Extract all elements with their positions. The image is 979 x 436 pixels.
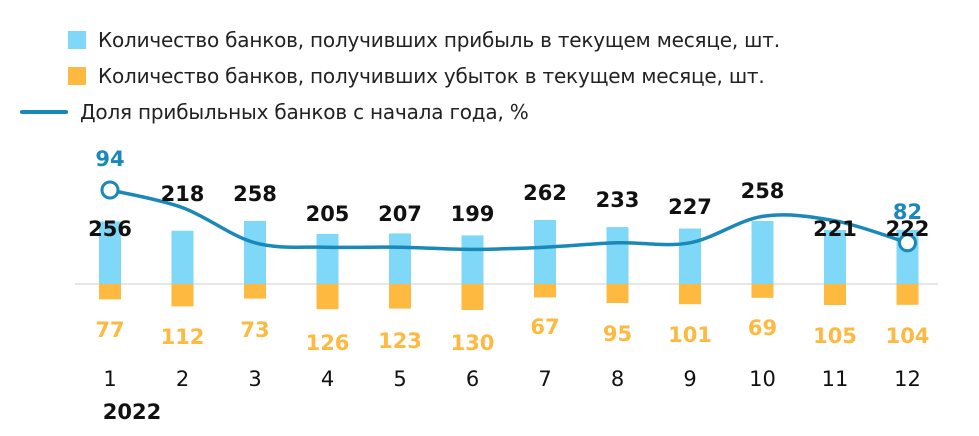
profit-label-3: 258	[233, 182, 277, 206]
legend-item-share: Доля прибыльных банков с начала года, %	[20, 94, 780, 130]
share-line	[108, 188, 910, 252]
profit-label-1: 256	[88, 217, 132, 241]
profit-label-9: 227	[668, 195, 712, 219]
profit-label-5: 207	[378, 202, 422, 226]
profit-bar-9	[679, 228, 701, 284]
legend-label-profit: Количество банков, получивших прибыль в …	[98, 28, 780, 52]
loss-label-7: 67	[530, 315, 559, 339]
profit-label-6: 199	[451, 202, 495, 226]
loss-bar-8	[606, 284, 629, 303]
profit-label-4: 205	[306, 202, 350, 226]
x-tick-1: 1	[103, 367, 116, 391]
loss-bar-6	[461, 284, 484, 310]
loss-bar-7	[534, 284, 556, 298]
loss-label-11: 105	[813, 324, 857, 348]
legend-item-loss: Количество банков, получивших убыток в т…	[20, 58, 780, 94]
loss-label-2: 112	[161, 325, 205, 349]
loss-label-10: 69	[748, 316, 777, 340]
profit-bar-7	[534, 220, 556, 284]
loss-label-3: 73	[240, 318, 269, 342]
legend-swatch-profit	[68, 31, 86, 49]
loss-bar-3	[244, 284, 266, 299]
loss-label-9: 101	[668, 323, 712, 347]
share-label-12: 82	[893, 200, 922, 224]
x-tick-9: 9	[683, 367, 696, 391]
legend-label-share: Доля прибыльных банков с начала года, %	[80, 100, 529, 124]
loss-bar-5	[389, 284, 411, 309]
legend-item-profit: Количество банков, получивших прибыль в …	[20, 22, 780, 58]
loss-label-1: 77	[95, 318, 124, 342]
profit-label-10: 258	[741, 179, 785, 203]
profit-bar-10	[751, 220, 774, 284]
legend-label-loss: Количество банков, получивших убыток в т…	[98, 64, 765, 88]
loss-label-8: 95	[603, 322, 632, 346]
loss-bar-11	[824, 284, 846, 305]
loss-bar-2	[171, 284, 194, 307]
profit-label-11: 221	[813, 217, 857, 241]
x-tick-7: 7	[538, 367, 551, 391]
x-tick-6: 6	[466, 367, 479, 391]
x-tick-2: 2	[176, 367, 189, 391]
profit-bar-1	[99, 221, 121, 284]
loss-label-4: 126	[306, 331, 350, 355]
profit-bar-2	[171, 230, 194, 284]
profit-label-7: 262	[523, 181, 567, 205]
loss-bar-9	[679, 284, 701, 305]
x-tick-8: 8	[611, 367, 624, 391]
profit-label-8: 233	[596, 188, 640, 212]
share-label-1: 94	[95, 147, 124, 171]
x-tick-4: 4	[321, 367, 334, 391]
profit-bar-6	[461, 235, 484, 284]
x-tick-5: 5	[393, 367, 406, 391]
loss-label-5: 123	[378, 329, 422, 353]
loss-label-6: 130	[451, 331, 495, 355]
loss-bar-12	[896, 284, 919, 305]
x-tick-12: 12	[894, 367, 921, 391]
x-tick-11: 11	[822, 367, 849, 391]
legend: Количество банков, получивших прибыль в …	[20, 22, 780, 130]
legend-line-share	[20, 110, 68, 114]
loss-bar-10	[751, 284, 774, 298]
loss-bar-4	[316, 284, 339, 310]
legend-swatch-loss	[68, 67, 86, 85]
profit-bar-4	[316, 233, 339, 284]
x-tick-3: 3	[248, 367, 261, 391]
year-label: 2022	[103, 400, 161, 424]
profit-bar-8	[606, 227, 629, 284]
share-point-1	[100, 180, 120, 200]
profit-bar-3	[244, 220, 266, 284]
profit-label-12: 222	[886, 217, 930, 241]
loss-label-12: 104	[886, 324, 930, 348]
loss-bar-1	[99, 284, 121, 300]
profit-label-2: 218	[161, 182, 205, 206]
share-point-12	[898, 233, 917, 253]
profit-bar-5	[389, 233, 411, 284]
x-tick-10: 10	[749, 367, 776, 391]
profit-bar-11	[824, 230, 846, 284]
